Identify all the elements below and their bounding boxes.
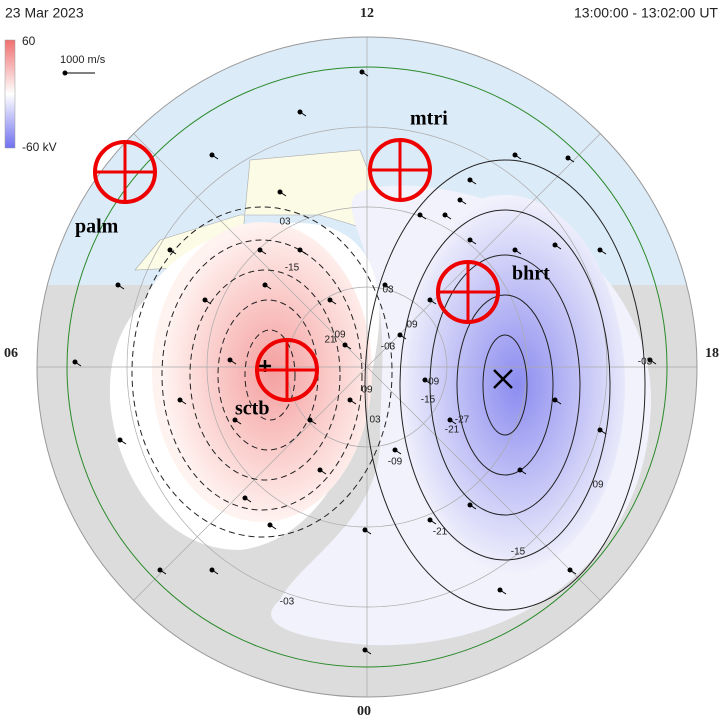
contour-label: -27 [455, 415, 470, 426]
contour-label: 09 [334, 330, 346, 341]
contour-label: -03 [280, 597, 295, 608]
vector-tail [469, 504, 477, 510]
vector-tail [649, 359, 657, 365]
vector-tail [499, 589, 507, 595]
vector-tail [299, 111, 307, 117]
contour-label: -03 [638, 357, 653, 368]
boundary-circle [66, 66, 668, 668]
contour-label: -03 [381, 342, 396, 353]
vector-tail [179, 399, 187, 405]
vector-tail [211, 154, 219, 160]
date: 23 Mar 2023 [5, 5, 84, 21]
vector-tail [554, 399, 562, 405]
contour-label: 09 [592, 480, 604, 491]
vector-tail [554, 244, 562, 250]
vector-tail [469, 179, 477, 185]
vector-tail [264, 284, 272, 290]
vector-tail [514, 154, 522, 160]
clock-label: 18 [705, 346, 719, 361]
vector-tail [424, 379, 432, 385]
vector-tail [364, 529, 372, 535]
vector-tail [419, 214, 427, 220]
vector-tail [429, 299, 437, 305]
vector-tail [569, 569, 577, 575]
vector-tail [459, 199, 467, 205]
vector-tail [567, 157, 575, 163]
vector-tail [117, 284, 125, 290]
station-label: sctb [235, 398, 269, 420]
colorbar-min: -60 kV [22, 140, 57, 154]
vector-tail [244, 497, 252, 503]
vector-tail [514, 249, 522, 255]
vector-tail [429, 519, 437, 525]
station-cross [95, 142, 155, 202]
vector-tail [159, 569, 167, 575]
vector-tail [394, 449, 402, 455]
vector-tail [349, 399, 357, 405]
stations: palm mtri bhrt sctb [75, 108, 550, 420]
contour-label: -15 [421, 395, 436, 406]
clock-label: 00 [357, 704, 371, 719]
vector-tail [519, 469, 527, 475]
contour-label: 21 [324, 335, 336, 346]
contour-label: -15 [285, 263, 300, 274]
contour-label: 03 [279, 217, 291, 228]
clock-label: 12 [360, 6, 374, 21]
vector-tail [309, 419, 317, 425]
vector-tail [119, 439, 127, 445]
vector-tail [319, 469, 327, 475]
map-edge [36, 36, 698, 698]
vector-tail [229, 359, 237, 365]
velocity-scale-dot [62, 70, 68, 76]
vector-tail [299, 249, 307, 255]
vector-tail [169, 249, 177, 255]
vector-tail [344, 344, 352, 350]
station-label: bhrt [512, 263, 550, 285]
vector-tail [74, 361, 82, 367]
contour-label: 03 [369, 415, 381, 426]
time-range: 13:00:00 - 13:02:00 UT [574, 5, 718, 21]
vector-tail [399, 334, 407, 340]
station-cross [257, 340, 317, 400]
vector-tail [259, 249, 267, 255]
vector-tail [384, 284, 392, 290]
vector-dots [72, 69, 657, 655]
vector-tail [234, 419, 242, 425]
vector-tail [329, 299, 337, 305]
clock-label: 06 [4, 346, 18, 361]
colorbar-max: 60 [22, 34, 36, 48]
velocity-scale: 1000 m/s [60, 54, 106, 66]
contour-label: -21 [433, 527, 448, 538]
vector-tail [599, 429, 607, 435]
contour-label: 03 [382, 285, 394, 296]
vector-tail [449, 419, 457, 425]
contour-labels: 03-152109030309-0309-09-15-21-27-09-15-2… [279, 217, 652, 608]
vector-tail [204, 299, 212, 305]
station-cross [370, 140, 430, 200]
vector-tail [599, 249, 607, 255]
contour-label: -21 [445, 425, 460, 436]
vector-tail [444, 214, 452, 220]
contour-label: 09 [361, 385, 373, 396]
contour-label: -09 [388, 457, 403, 468]
vector-tail [469, 239, 477, 245]
contour-label: 09 [406, 320, 418, 331]
vector-tail [279, 191, 287, 197]
contour-label: -15 [511, 547, 526, 558]
contour-label: -09 [425, 377, 440, 388]
vector-tail [364, 649, 372, 655]
station-label: palm [75, 216, 119, 238]
vector-tail [269, 524, 277, 530]
station-label: mtri [410, 108, 448, 130]
vector-tail [361, 71, 369, 77]
potential-min [493, 369, 513, 389]
colorbar [4, 39, 16, 149]
vector-tail [211, 569, 219, 575]
station-cross [438, 262, 498, 322]
